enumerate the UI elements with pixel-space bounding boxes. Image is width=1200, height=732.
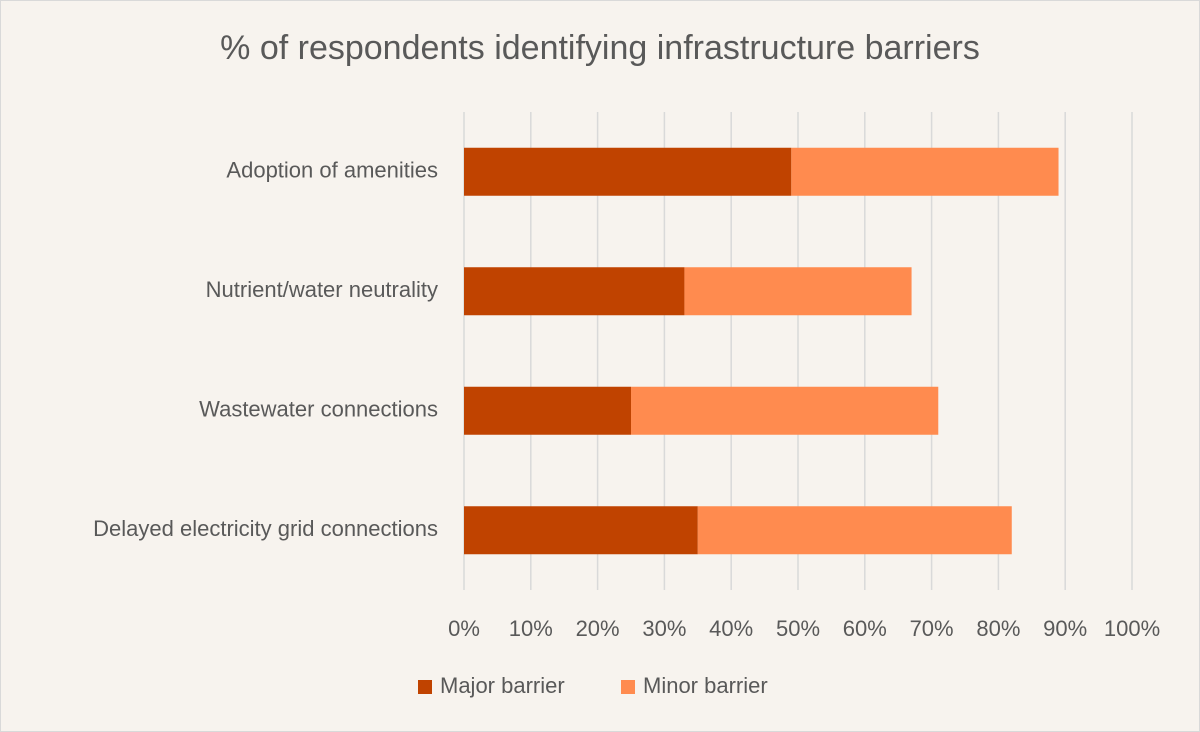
- bar-segment: [631, 386, 939, 435]
- y-tick-label: Nutrient/water neutrality: [206, 277, 438, 302]
- bar-segment: [684, 267, 912, 316]
- x-tick-label: 100%: [1104, 616, 1160, 641]
- bar-segment: [464, 267, 685, 316]
- x-tick-label: 10%: [509, 616, 553, 641]
- x-tick-label: 60%: [843, 616, 887, 641]
- x-tick-label: 30%: [642, 616, 686, 641]
- chart-title: % of respondents identifying infrastruct…: [220, 29, 980, 67]
- x-tick-label: 90%: [1043, 616, 1087, 641]
- y-tick-label: Delayed electricity grid connections: [93, 516, 438, 541]
- bar-segment: [464, 147, 792, 196]
- legend-label: Major barrier: [440, 673, 565, 698]
- x-tick-label: 50%: [776, 616, 820, 641]
- bar-segment: [464, 386, 631, 435]
- bar-segment: [791, 147, 1059, 196]
- x-tick-label: 0%: [448, 616, 480, 641]
- legend-swatch: [621, 680, 635, 694]
- bar-segment: [697, 506, 1012, 555]
- y-tick-label: Adoption of amenities: [226, 158, 438, 183]
- legend-label: Minor barrier: [643, 673, 768, 698]
- x-tick-label: 20%: [576, 616, 620, 641]
- x-tick-label: 70%: [910, 616, 954, 641]
- legend-swatch: [418, 680, 432, 694]
- x-tick-label: 80%: [976, 616, 1020, 641]
- x-tick-label: 40%: [709, 616, 753, 641]
- bar-segment: [464, 506, 698, 555]
- y-tick-label: Wastewater connections: [199, 397, 438, 422]
